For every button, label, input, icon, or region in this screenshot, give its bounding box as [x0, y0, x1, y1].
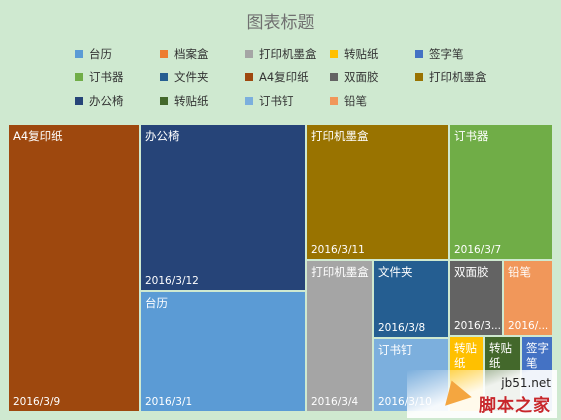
tile-label: 文件夹 — [378, 265, 413, 279]
tile-date: 2016/3/4 — [311, 396, 359, 408]
legend-entry: 订书钉 — [245, 93, 294, 109]
legend-label: 铅笔 — [344, 94, 367, 108]
legend-swatch — [245, 50, 253, 58]
tile-date: 2016/3/12 — [145, 275, 199, 287]
tile-date: 2016/3... — [454, 320, 501, 332]
legend-label: 办公椅 — [89, 94, 124, 108]
legend-entry: 转贴纸 — [160, 93, 209, 109]
legend-entry: 签字笔 — [415, 46, 464, 62]
legend-label: 订书器 — [89, 70, 124, 84]
legend-swatch — [75, 50, 83, 58]
treemap-tile: 台历 2016/3/1 — [140, 291, 306, 412]
tile-date: 2016/3/7 — [454, 244, 502, 256]
watermark: jb51.net 脚本之家 — [407, 370, 557, 418]
tile-label: 订书钉 — [378, 343, 413, 357]
tile-label: 铅笔 — [508, 265, 531, 279]
treemap-tile: 办公椅 2016/3/12 — [140, 124, 306, 291]
tile-date: 2016/3/1 — [145, 396, 193, 408]
legend-label: 订书钉 — [259, 94, 294, 108]
legend-entry: 办公椅 — [75, 93, 124, 109]
legend-entry: 打印机墨盒 — [415, 69, 487, 85]
treemap-tile: A4复印纸 2016/3/9 — [8, 124, 140, 412]
legend-swatch — [160, 97, 168, 105]
legend-entry: 台历 — [75, 46, 112, 62]
legend-label: 双面胶 — [344, 70, 379, 84]
legend-entry: A4复印纸 — [245, 69, 309, 85]
treemap-tile: 订书器 2016/3/7 — [449, 124, 553, 260]
legend-label: A4复印纸 — [259, 70, 309, 84]
watermark-backdrop — [407, 370, 557, 418]
tile-label: 办公椅 — [145, 129, 180, 143]
legend-label: 档案盒 — [174, 47, 209, 61]
tile-date: 2016/3/11 — [311, 244, 365, 256]
legend-swatch — [245, 97, 253, 105]
legend-swatch — [415, 50, 423, 58]
legend-entry: 档案盒 — [160, 46, 209, 62]
legend-label: 打印机墨盒 — [259, 47, 317, 61]
tile-label: 转贴纸 — [454, 341, 477, 370]
tile-label: 双面胶 — [454, 265, 489, 279]
treemap-tile: 文件夹 2016/3/8 — [373, 260, 449, 338]
tile-label: 打印机墨盒 — [311, 129, 369, 143]
tile-label: 台历 — [145, 296, 168, 310]
chart-title: 图表标题 — [246, 13, 315, 33]
legend-swatch — [160, 50, 168, 58]
legend-label: 文件夹 — [174, 70, 209, 84]
tile-date: 2016/3/8 — [378, 322, 426, 334]
treemap-tile: 打印机墨盒 2016/3/11 — [306, 124, 449, 260]
tile-label: 订书器 — [454, 129, 489, 143]
tile-label: A4复印纸 — [13, 129, 63, 143]
legend-entry: 订书器 — [75, 69, 124, 85]
legend-swatch — [160, 73, 168, 81]
legend-label: 打印机墨盒 — [429, 70, 487, 84]
watermark-logo: 脚本之家 — [479, 396, 551, 416]
legend-entry: 打印机墨盒 — [245, 46, 317, 62]
legend-entry: 双面胶 — [330, 69, 379, 85]
legend-entry: 铅笔 — [330, 93, 367, 109]
legend-swatch — [330, 50, 338, 58]
legend-entry: 转贴纸 — [330, 46, 379, 62]
legend: 台历 档案盒 打印机墨盒 转贴纸 签字笔 订书器 文件夹 A4复印纸 双面胶 打印机墨盒 办公椅 转贴… — [0, 0, 561, 120]
legend-label: 转贴纸 — [344, 47, 379, 61]
legend-label: 签字笔 — [429, 47, 464, 61]
treemap-tile: 铅笔 2016/... — [503, 260, 553, 336]
tile-label: 打印机墨盒 — [311, 265, 369, 279]
legend-swatch — [75, 73, 83, 81]
treemap: A4复印纸 2016/3/9 办公椅 2016/3/12 台历 2016/3/1 打印机墨盒… — [8, 124, 553, 412]
treemap-tile: 打印机墨盒 2016/3/4 — [306, 260, 373, 412]
legend-label: 转贴纸 — [174, 94, 209, 108]
tile-label: 签字笔 — [526, 341, 549, 370]
legend-swatch — [330, 97, 338, 105]
legend-entry: 文件夹 — [160, 69, 209, 85]
legend-swatch — [415, 73, 423, 81]
legend-label: 台历 — [89, 47, 112, 61]
treemap-tile: 双面胶 2016/3... — [449, 260, 503, 336]
legend-swatch — [75, 97, 83, 105]
tile-date: 2016/... — [508, 320, 549, 332]
legend-swatch — [245, 73, 253, 81]
watermark-domain: jb51.net — [501, 376, 551, 390]
tile-label: 转贴纸 — [489, 341, 512, 370]
legend-swatch — [330, 73, 338, 81]
tile-date: 2016/3/9 — [13, 396, 61, 408]
